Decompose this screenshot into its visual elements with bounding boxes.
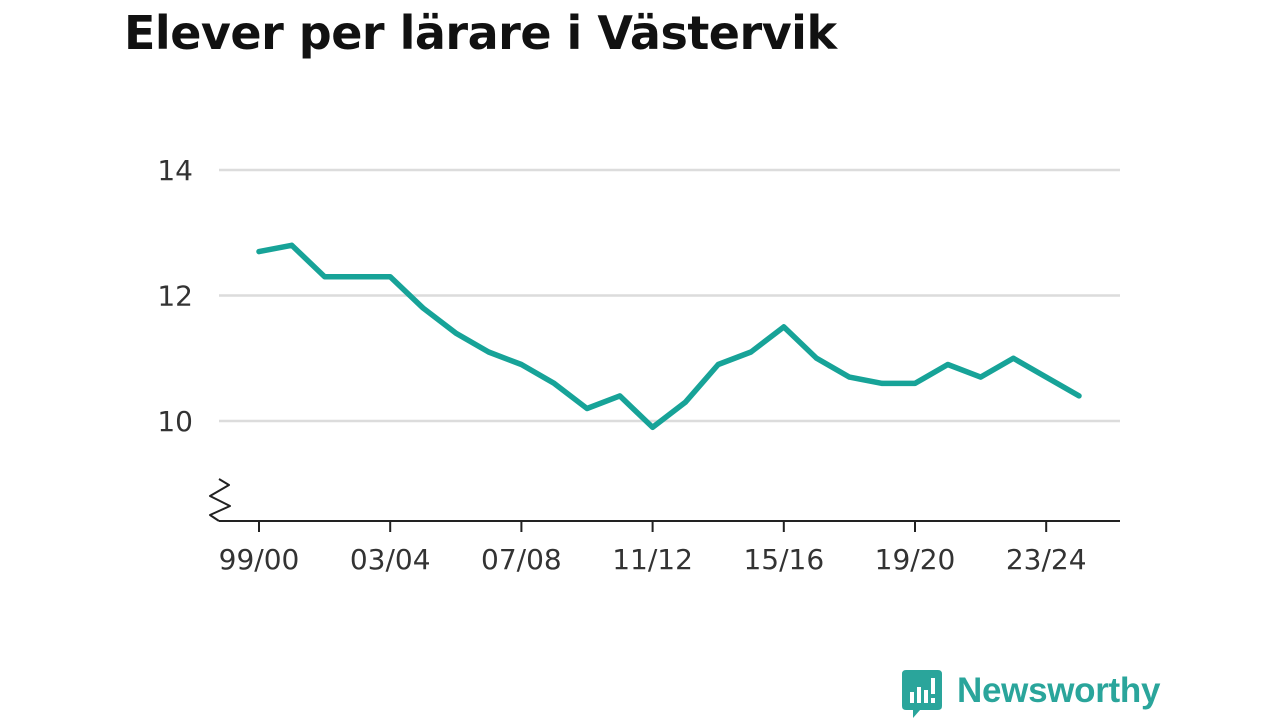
data-point xyxy=(650,424,656,430)
x-tick-label: 03/04 xyxy=(350,543,431,576)
x-tick-label: 19/20 xyxy=(875,543,956,576)
brand-name: Newsworthy xyxy=(957,671,1161,710)
bar-chart-speech-bubble-icon xyxy=(902,670,942,718)
gridlines xyxy=(219,168,1120,423)
series-layer xyxy=(256,242,1082,431)
newsworthy-logo: Newsworthy xyxy=(902,670,1160,718)
y-axis-break-mark xyxy=(209,478,231,522)
data-point xyxy=(682,399,688,405)
x-tick-label: 07/08 xyxy=(481,543,562,576)
data-point xyxy=(1043,374,1049,380)
data-point xyxy=(551,380,557,386)
data-point xyxy=(617,393,623,399)
data-point xyxy=(486,349,492,355)
data-point xyxy=(584,406,590,411)
data-point xyxy=(354,274,360,280)
data-point xyxy=(256,249,262,255)
data-point xyxy=(748,349,754,355)
data-point xyxy=(879,380,885,386)
x-tick-label: 99/00 xyxy=(219,543,300,576)
x-axis-tick-labels: 99/00 03/04 07/08 11/12 15/16 19/20 23/24 xyxy=(219,543,1087,576)
x-tick-label: 11/12 xyxy=(612,543,693,576)
data-point xyxy=(814,355,820,361)
data-point xyxy=(715,362,721,367)
data-point xyxy=(846,374,852,380)
series-line xyxy=(256,242,1082,431)
data-point xyxy=(518,362,524,367)
x-tick-label: 23/24 xyxy=(1006,543,1087,576)
x-tick-label: 15/16 xyxy=(743,543,824,576)
y-tick-label: 10 xyxy=(157,405,193,438)
y-tick-label: 14 xyxy=(157,154,193,187)
chart-title: Elever per lärare i Västervik xyxy=(124,6,837,60)
data-point xyxy=(1076,393,1082,399)
y-tick-label: 12 xyxy=(157,280,193,313)
data-point xyxy=(420,305,426,311)
data-point xyxy=(289,242,295,248)
data-point xyxy=(387,274,393,280)
data-point xyxy=(945,362,951,367)
data-point xyxy=(781,324,787,330)
y-axis-tick-labels: 10 12 14 xyxy=(157,154,193,438)
data-point xyxy=(453,330,459,336)
data-point xyxy=(978,374,984,380)
data-point xyxy=(1010,355,1016,361)
x-axis xyxy=(209,478,1120,532)
data-point xyxy=(322,274,328,280)
data-point xyxy=(912,380,918,386)
